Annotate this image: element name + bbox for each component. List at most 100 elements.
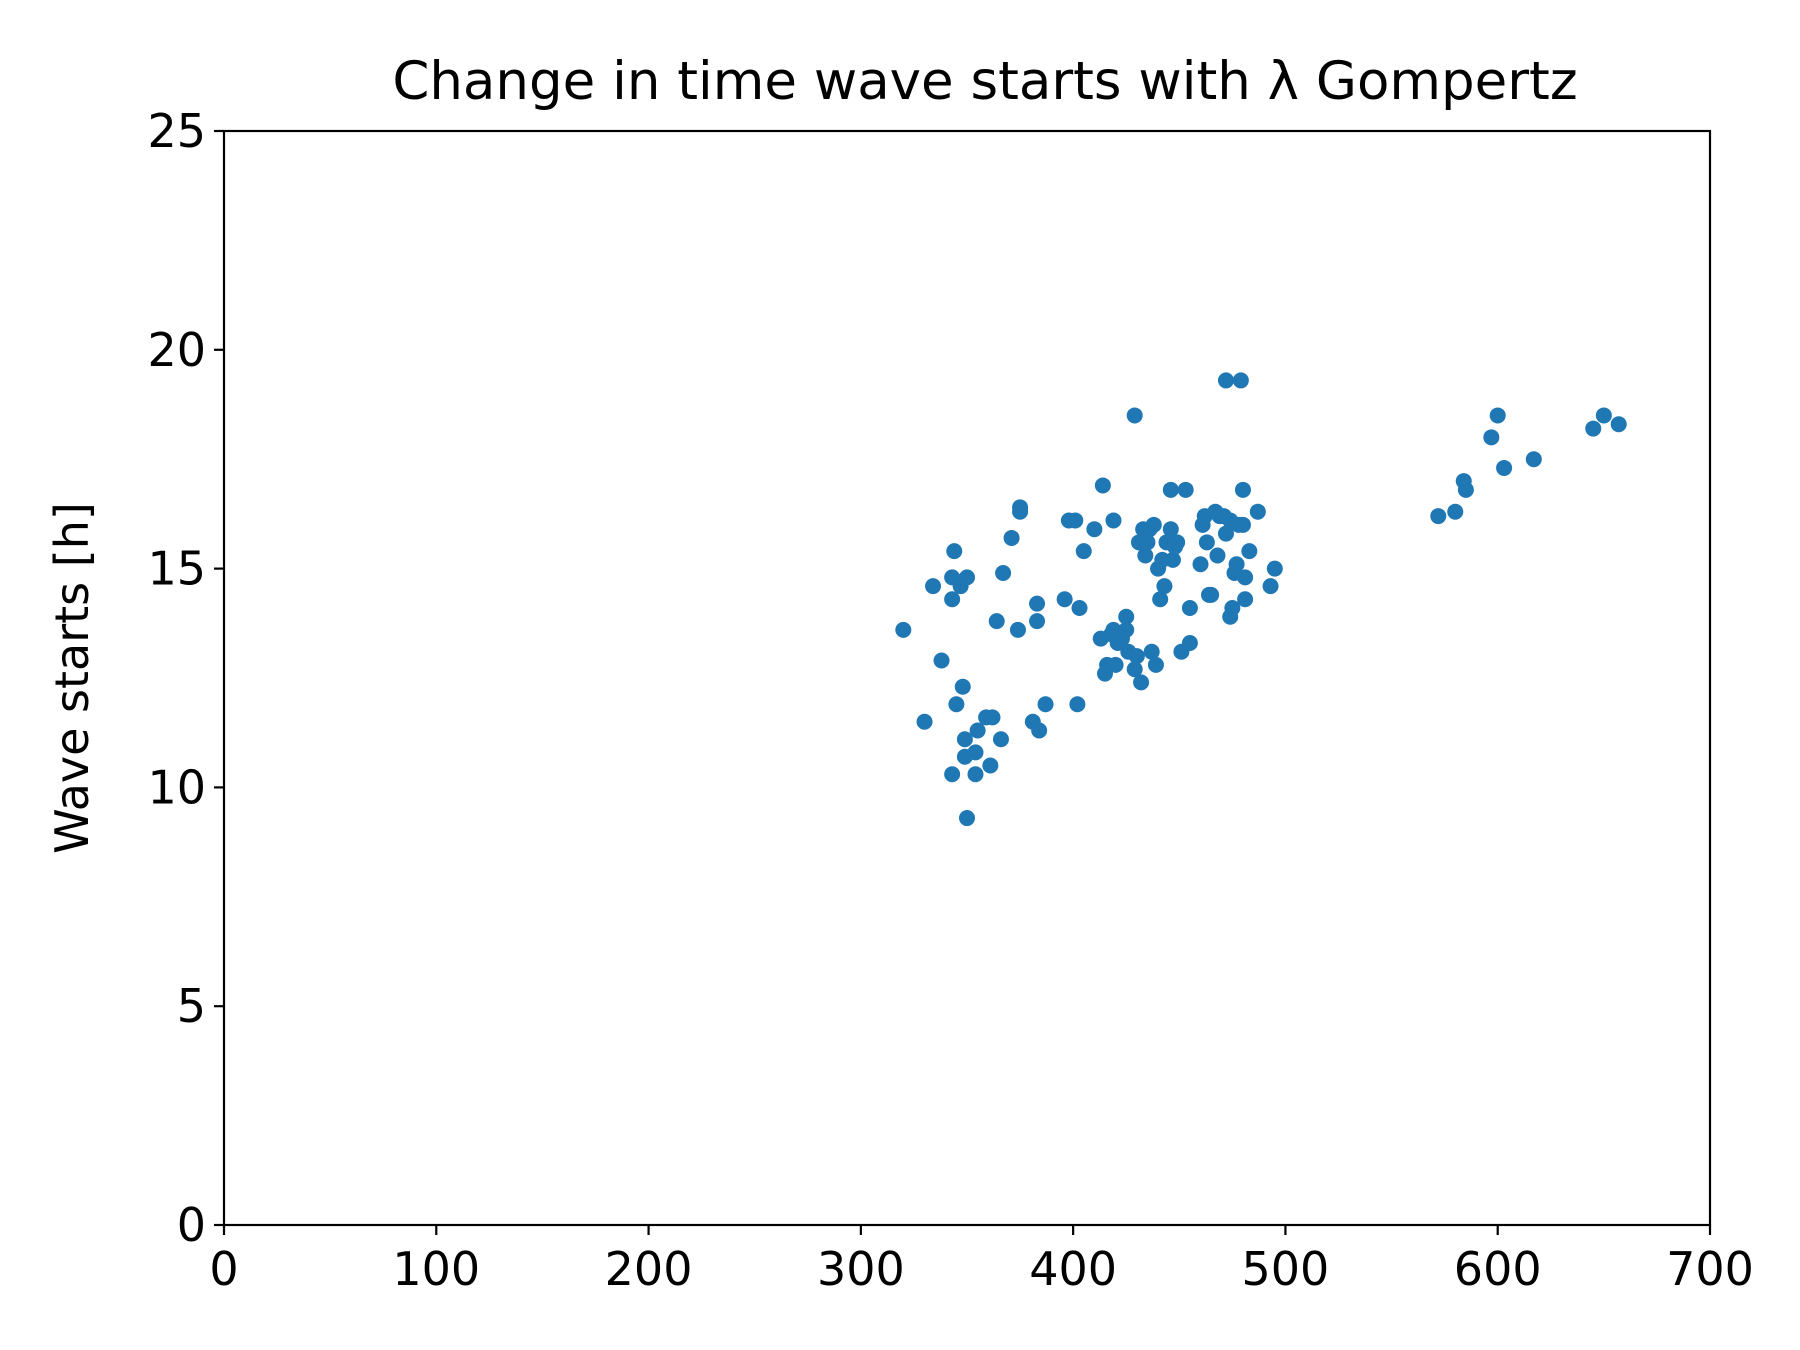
- data-point: [1069, 696, 1086, 713]
- data-point: [1071, 599, 1088, 616]
- data-point: [1118, 608, 1135, 625]
- data-point: [1496, 459, 1513, 476]
- x-tick-label: 300: [817, 1242, 905, 1296]
- data-point: [1198, 534, 1215, 551]
- data-point: [1177, 481, 1194, 498]
- plot-frame: [222, 129, 1712, 1227]
- data-point: [1234, 481, 1251, 498]
- y-tick-label: 5: [177, 979, 206, 1033]
- data-point: [1156, 578, 1173, 595]
- data-point: [1430, 508, 1447, 525]
- data-point: [895, 621, 912, 638]
- data-point: [982, 757, 999, 774]
- data-point: [1181, 634, 1198, 651]
- data-point: [1145, 516, 1162, 533]
- data-point: [967, 766, 984, 783]
- data-point: [1262, 578, 1279, 595]
- data-point: [1003, 529, 1020, 546]
- data-point: [1107, 656, 1124, 673]
- data-point: [1217, 372, 1234, 389]
- x-tick-label: 600: [1454, 1242, 1542, 1296]
- data-point: [1192, 556, 1209, 573]
- data-point: [925, 578, 942, 595]
- data-point: [967, 744, 984, 761]
- data-point: [1162, 521, 1179, 538]
- data-point: [1234, 516, 1251, 533]
- data-point: [1217, 525, 1234, 542]
- data-point: [1249, 503, 1266, 520]
- data-point: [1126, 407, 1143, 424]
- data-point: [1162, 481, 1179, 498]
- data-point: [1012, 503, 1029, 520]
- y-tick-label: 20: [147, 323, 206, 377]
- data-point: [1209, 547, 1226, 564]
- data-point: [1029, 595, 1046, 612]
- data-point: [1228, 556, 1245, 573]
- data-points: [895, 372, 1627, 827]
- data-point: [1075, 543, 1092, 560]
- data-point: [959, 569, 975, 586]
- data-point: [988, 613, 1005, 630]
- data-point: [1105, 512, 1122, 529]
- data-point: [944, 591, 961, 608]
- data-point: [946, 543, 963, 560]
- data-point: [1031, 722, 1048, 739]
- data-point: [1610, 416, 1627, 433]
- data-point: [1203, 586, 1220, 603]
- data-point: [1595, 407, 1612, 424]
- data-point: [1152, 591, 1169, 608]
- data-point: [995, 564, 1012, 581]
- data-point: [1147, 656, 1164, 673]
- data-point: [954, 678, 971, 695]
- data-point: [1525, 451, 1542, 468]
- data-point: [948, 696, 965, 713]
- data-point: [1241, 543, 1258, 560]
- data-point: [1139, 534, 1156, 551]
- data-point: [1489, 407, 1506, 424]
- data-point: [1056, 591, 1073, 608]
- data-point: [933, 652, 950, 669]
- data-point: [1457, 481, 1474, 498]
- data-point: [1009, 621, 1026, 638]
- data-point: [1128, 648, 1145, 665]
- data-point: [969, 722, 986, 739]
- data-point: [1037, 696, 1054, 713]
- data-point: [1067, 512, 1084, 529]
- data-point: [1143, 643, 1160, 660]
- data-point: [1169, 534, 1186, 551]
- data-point: [1164, 551, 1181, 568]
- data-point: [1266, 560, 1283, 577]
- x-tick-label: 500: [1242, 1242, 1330, 1296]
- y-axis-label: Wave starts [h]: [45, 502, 99, 854]
- x-tick-label: 400: [1029, 1242, 1117, 1296]
- chart-title: Change in time wave starts with λ Gomper…: [392, 51, 1577, 112]
- data-point: [944, 766, 961, 783]
- data-point: [1483, 429, 1500, 446]
- y-axis-ticks: 0 5 10 15 20 25: [147, 104, 224, 1252]
- x-tick-label: 700: [1666, 1242, 1754, 1296]
- data-point: [1181, 599, 1198, 616]
- x-tick-label: 100: [392, 1242, 480, 1296]
- x-axis-ticks: 0 100 200 300 400 500 600 700: [209, 1225, 1754, 1296]
- y-tick-label: 10: [147, 760, 206, 814]
- data-point: [916, 713, 933, 730]
- data-point: [1447, 503, 1464, 520]
- data-point: [1232, 372, 1249, 389]
- y-tick-label: 25: [147, 104, 206, 158]
- data-point: [984, 709, 1001, 726]
- data-point: [956, 731, 973, 748]
- data-point: [992, 731, 1009, 748]
- x-tick-label: 200: [605, 1242, 693, 1296]
- data-point: [1126, 661, 1143, 678]
- y-tick-label: 0: [177, 1198, 206, 1252]
- data-point: [1224, 599, 1241, 616]
- data-point: [1237, 591, 1254, 608]
- data-point: [1585, 420, 1602, 437]
- data-point: [1086, 521, 1103, 538]
- data-point: [1094, 477, 1111, 494]
- data-point: [1237, 569, 1254, 586]
- data-point: [1029, 613, 1046, 630]
- data-point: [1118, 621, 1135, 638]
- data-point: [1133, 674, 1150, 691]
